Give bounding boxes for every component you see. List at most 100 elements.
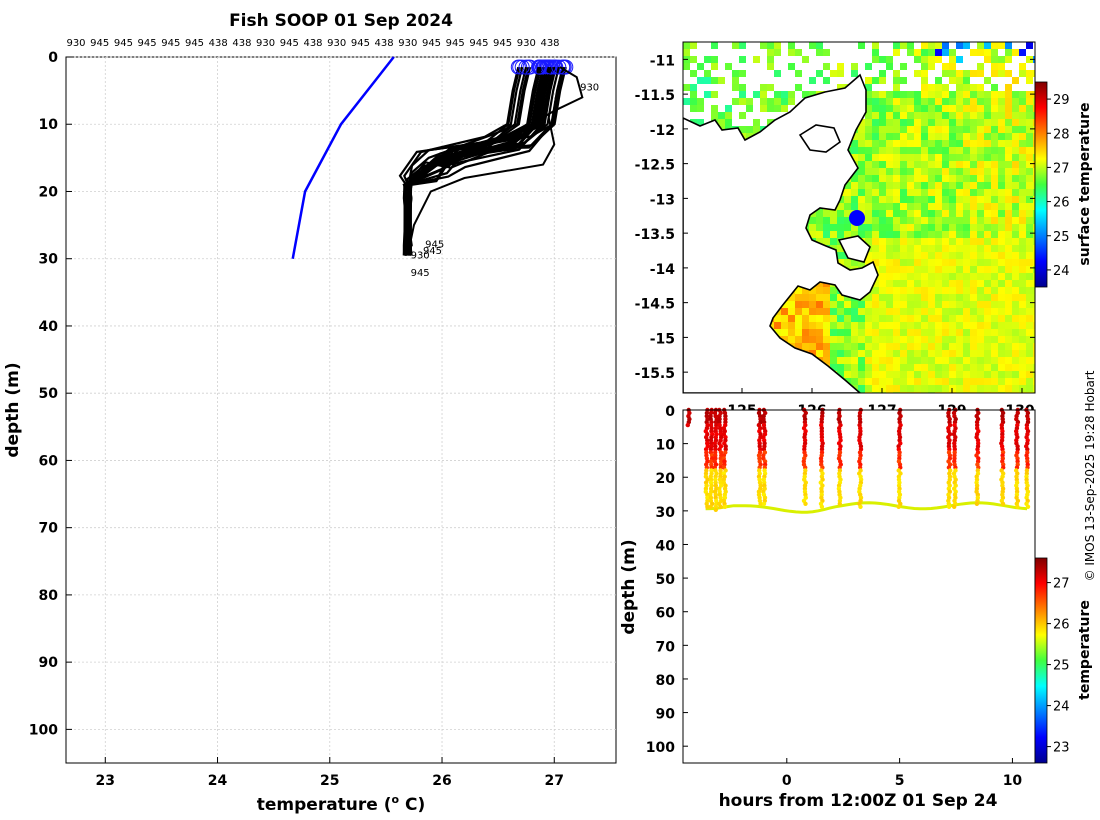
sst-cell — [977, 294, 984, 301]
sst-cell — [865, 343, 872, 350]
sst-cell — [865, 378, 872, 385]
sst-cell — [921, 385, 928, 392]
sst-cell — [872, 308, 879, 315]
sst-cell — [865, 133, 872, 140]
sst-cell — [928, 308, 935, 315]
sst-cell — [1019, 231, 1026, 238]
sst-cell — [928, 350, 935, 357]
depth-tick-label: 100 — [29, 722, 58, 738]
cast-id-label: 945 — [138, 38, 157, 49]
sst-cell — [1026, 329, 1033, 336]
sst-cell — [739, 91, 746, 98]
sst-cell — [1019, 140, 1026, 147]
sst-cell — [935, 266, 942, 273]
sst-cell — [935, 84, 942, 91]
sst-cell — [900, 371, 907, 378]
sst-cell — [942, 259, 949, 266]
sst-cell — [893, 210, 900, 217]
sst-cell — [1033, 112, 1035, 119]
sst-cell — [879, 210, 886, 217]
section-depth-tick-label: 30 — [656, 505, 676, 521]
sst-cell — [900, 161, 907, 168]
sst-cell — [956, 266, 963, 273]
sst-cell — [963, 252, 970, 259]
sst-cell — [1033, 364, 1035, 371]
coastline — [683, 73, 879, 393]
sst-cell — [928, 56, 935, 63]
sst-cell — [1005, 98, 1012, 105]
sst-cell — [795, 322, 802, 329]
sst-cell — [907, 371, 914, 378]
sample-point — [857, 435, 862, 440]
sst-cell — [900, 140, 907, 147]
sst-cell — [879, 308, 886, 315]
sst-cell — [879, 364, 886, 371]
sst-cell — [844, 224, 851, 231]
sst-cell — [1033, 161, 1035, 168]
sst-cell — [914, 315, 921, 322]
temperature-colorbar-tick-label: 25 — [1053, 659, 1070, 674]
sst-cell — [991, 315, 998, 322]
sst-cell — [1019, 91, 1026, 98]
sst-cell — [767, 98, 774, 105]
sst-cell — [907, 119, 914, 126]
sst-cell — [704, 70, 711, 77]
sample-point — [1024, 422, 1030, 428]
sst-cell — [956, 175, 963, 182]
sst-cell — [921, 49, 928, 56]
sample-point — [999, 422, 1004, 428]
sst-cell — [823, 350, 830, 357]
sst-cell — [956, 147, 963, 154]
sst-cell — [1026, 56, 1033, 63]
sst-cell — [998, 273, 1005, 280]
sst-cell — [942, 350, 949, 357]
sst-cell — [872, 287, 879, 294]
cast-id-label: 438 — [232, 38, 251, 49]
sst-cell — [1012, 336, 1019, 343]
sst-cell — [718, 112, 725, 119]
sst-cell — [816, 294, 823, 301]
temperature-colorbar-tick-label: 23 — [1053, 741, 1070, 756]
sst-cell — [949, 364, 956, 371]
sst-cell — [907, 273, 914, 280]
sample-point — [713, 507, 718, 512]
sst-cell — [977, 385, 984, 392]
sst-cell — [928, 385, 935, 392]
sst-cell — [1033, 371, 1035, 378]
cast-id-label: 945 — [469, 38, 488, 49]
sst-cell — [837, 322, 844, 329]
sst-cell — [893, 224, 900, 231]
sst-cell — [886, 196, 893, 203]
sst-cell — [956, 378, 963, 385]
sst-cell — [893, 385, 900, 392]
sst-cell — [942, 322, 949, 329]
sst-cell — [788, 63, 795, 70]
sst-cell — [844, 231, 851, 238]
sst-cell — [984, 364, 991, 371]
sst-cell — [907, 252, 914, 259]
sst-cell — [1005, 294, 1012, 301]
sst-cell — [830, 329, 837, 336]
sst-cell — [991, 336, 998, 343]
sst-cell — [872, 77, 879, 84]
sst-cell — [991, 273, 998, 280]
sst-cell — [1019, 329, 1026, 336]
sst-cell — [977, 315, 984, 322]
sst-cell — [844, 329, 851, 336]
sst-cell — [907, 210, 914, 217]
sst-cell — [858, 350, 865, 357]
sst-cell — [991, 56, 998, 63]
sst-cell — [1012, 322, 1019, 329]
sst-cell — [1019, 308, 1026, 315]
sst-cell — [893, 126, 900, 133]
sst-cell — [858, 168, 865, 175]
sst-cell — [879, 343, 886, 350]
sst-cell — [732, 70, 739, 77]
sst-cell — [893, 168, 900, 175]
sst-cell — [942, 280, 949, 287]
sst-cell — [984, 385, 991, 392]
sample-point — [705, 495, 710, 500]
sst-cell — [977, 70, 984, 77]
sst-cell — [1026, 252, 1033, 259]
sst-cell — [956, 133, 963, 140]
